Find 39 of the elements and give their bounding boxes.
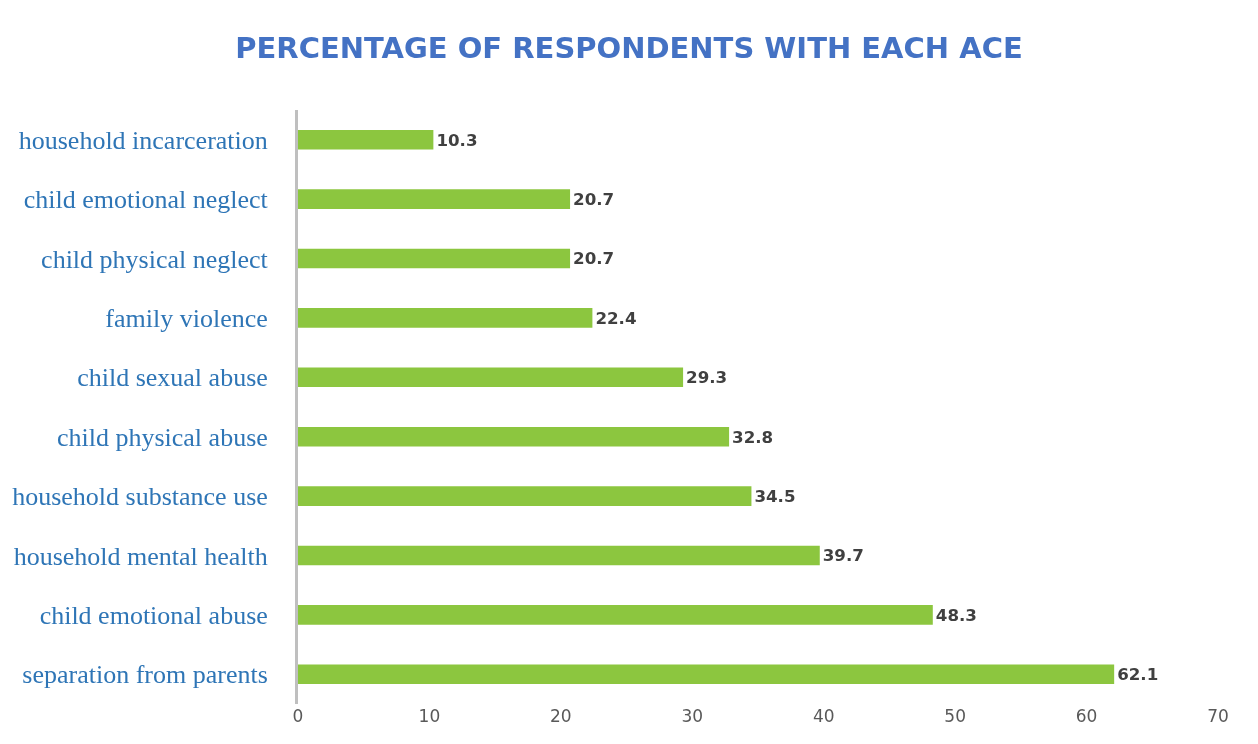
y-tick-label: child physical abuse [56,422,268,452]
data-label: 62.1 [1117,665,1159,685]
bar [298,248,571,269]
x-tick-label: 50 [944,706,966,726]
y-tick-label: household substance use [12,482,268,512]
y-tick-label: household mental health [13,541,268,571]
x-tick-label: 20 [550,706,572,726]
x-tick-label: 0 [292,706,304,726]
bar [298,189,571,209]
data-label: 10.3 [436,130,478,150]
bar [298,129,434,150]
x-tick-label: 40 [812,706,835,726]
data-label: 39.7 [822,546,864,566]
data-label: 20.7 [573,249,615,269]
bar [298,308,593,328]
bar [298,486,752,506]
data-label: 22.4 [595,308,637,328]
bar [298,605,933,625]
bar [298,664,1115,685]
y-tick-label: child emotional abuse [39,601,268,630]
x-tick-label: 30 [681,706,704,726]
y-tick-label: child emotional neglect [23,185,269,215]
x-tick-label: 60 [1075,706,1098,726]
data-label: 34.5 [754,486,796,506]
y-tick-label: separation from parents [22,660,268,690]
y-tick-label: family violence [105,304,268,333]
y-tick-label: child physical neglect [41,244,269,274]
data-label: 48.3 [935,605,977,625]
bar [298,367,684,388]
chart-title: PERCENTAGE OF RESPONDENTS WITH EACH ACE [235,30,1023,65]
data-label: 29.3 [686,368,728,388]
y-tick-label: household incarceration [18,125,268,155]
x-tick-label: 10 [418,706,441,726]
data-label: 32.8 [732,427,774,447]
y-tick-label: child sexual abuse [77,363,268,393]
data-label: 20.7 [573,189,615,209]
bar [298,426,730,447]
x-tick-label: 70 [1207,706,1229,726]
bar [298,545,820,566]
